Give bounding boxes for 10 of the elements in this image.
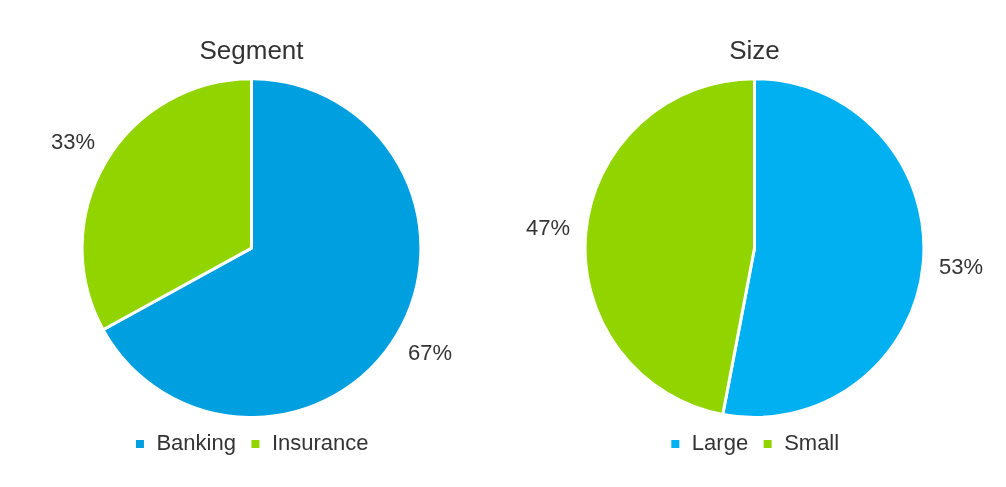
legend-label: Banking xyxy=(156,430,236,456)
data-label: 47% xyxy=(526,214,571,240)
chart-title: Size xyxy=(729,34,780,65)
data-label: 67% xyxy=(407,339,453,365)
data-label: 33% xyxy=(50,128,96,154)
chart-title: Segment xyxy=(199,34,305,65)
legend-label: Insurance xyxy=(271,430,369,456)
legend-label: Large xyxy=(691,430,749,456)
data-label: 53% xyxy=(938,253,983,279)
legend-label: Small xyxy=(784,430,840,456)
